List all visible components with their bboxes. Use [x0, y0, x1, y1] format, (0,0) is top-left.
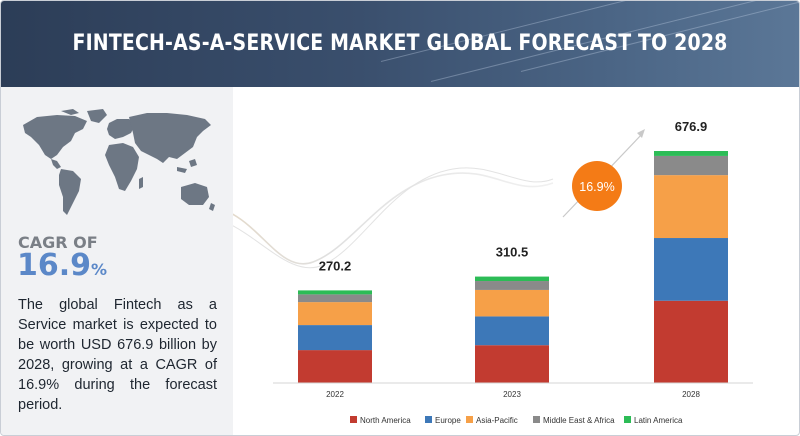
bar-total-label-2023: 310.5 [496, 245, 529, 260]
legend-swatch [350, 416, 357, 423]
cagr-bubble: 16.9% [572, 161, 622, 211]
legend-swatch [466, 416, 473, 423]
bar-segment-2028-middle-east-africa [654, 155, 728, 176]
cagr-bubble-label: 16.9% [579, 180, 614, 194]
legend-label: Europe [435, 416, 461, 425]
legend-swatch [425, 416, 432, 423]
bar-segment-2028-asia-pacific [654, 175, 728, 239]
legend-swatch [533, 416, 540, 423]
legend-item-latin-america: Latin America [624, 416, 683, 425]
chart-legend: North America Europe Asia-Pacific Middle Ea… [350, 416, 683, 425]
legend-label: Asia-Pacific [476, 416, 518, 425]
legend-item-middle-east-africa: Middle East & Africa [533, 416, 615, 425]
world-map-icon [23, 109, 215, 215]
bar-segment-2023-middle-east-africa [475, 281, 549, 290]
market-description: The global Fintech as a Service market i… [18, 297, 217, 413]
bar-segment-2023-asia-pacific [475, 289, 549, 317]
bar-segment-2022-europe [298, 325, 372, 351]
x-tick-label-2028: 2028 [682, 390, 700, 399]
bar-segment-2022-latin-america [298, 290, 372, 295]
legend-label: North America [360, 416, 411, 425]
cagr-suffix: % [91, 260, 108, 279]
legend-item-europe: Europe [425, 416, 461, 425]
legend-item-asia-pacific: Asia-Pacific [466, 416, 518, 425]
stacked-bar-chart: 270.2 310.5 676.9 2022 2023 2028 16.9% North… [233, 119, 753, 425]
cagr-label: CAGR OF [18, 233, 98, 252]
header-banner: FINTECH-AS-A-SERVICE MARKET GLOBAL FOREC… [1, 1, 799, 87]
legend-label: Latin America [634, 416, 683, 425]
bar-segment-2023-latin-america [475, 276, 549, 282]
bar-segment-2022-asia-pacific [298, 302, 372, 326]
cagr-value: 16.9% [17, 248, 107, 283]
decorative-wave [233, 172, 554, 265]
bar-segment-2028-europe [654, 238, 728, 301]
bar-segment-2022-middle-east-africa [298, 294, 372, 303]
bar-segment-2023-north-america [475, 345, 549, 383]
legend-label: Middle East & Africa [543, 416, 615, 425]
decorative-wave-2 [233, 167, 554, 269]
bar-total-label-2028: 676.9 [675, 119, 708, 134]
bar-segment-2023-europe [475, 316, 549, 346]
bar-total-label-2022: 270.2 [319, 258, 352, 273]
cagr-number: 16.9 [17, 248, 92, 283]
summary-panel: CAGR OF 16.9% The global Fintech as a Se… [1, 87, 233, 435]
bar-segment-2028-latin-america [654, 151, 728, 156]
bar-segment-2022-north-america [298, 350, 372, 383]
legend-item-north-america: North America [350, 416, 411, 425]
page-title: FINTECH-AS-A-SERVICE MARKET GLOBAL FOREC… [72, 31, 728, 56]
x-tick-label-2022: 2022 [326, 390, 344, 399]
x-tick-label-2023: 2023 [503, 390, 521, 399]
legend-swatch [624, 416, 631, 423]
bar-segment-2028-north-america [654, 300, 728, 383]
